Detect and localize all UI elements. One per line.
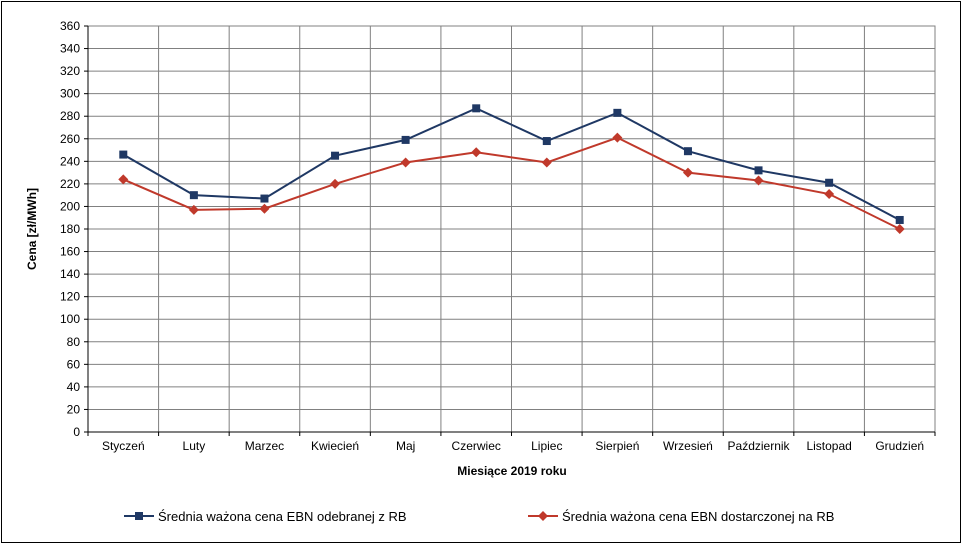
y-tick-label: 160 — [60, 245, 80, 259]
x-tick-label: Marzec — [245, 439, 284, 453]
legend-marker — [538, 511, 548, 521]
data-point — [894, 224, 905, 234]
y-tick-label: 360 — [60, 19, 80, 33]
y-tick-label: 100 — [60, 312, 80, 326]
data-point — [259, 203, 270, 214]
x-axis-title: Miesiące 2019 roku — [457, 464, 566, 478]
y-tick-label: 60 — [67, 357, 81, 371]
data-point — [471, 147, 482, 158]
x-tick-label: Wrzesień — [663, 439, 713, 453]
data-point — [824, 189, 835, 200]
legend-label: Średnia ważona cena EBN odebranej z RB — [158, 509, 407, 524]
x-tick-label: Styczeń — [102, 439, 145, 453]
data-point — [260, 194, 269, 203]
legend-label: Średnia ważona cena EBN dostarczonej na … — [562, 509, 834, 524]
data-point — [825, 178, 834, 187]
y-tick-label: 340 — [60, 42, 80, 56]
y-tick-label: 140 — [60, 267, 80, 281]
y-tick-label: 300 — [60, 87, 80, 101]
y-tick-label: 40 — [67, 380, 81, 394]
x-axis-ticks: Styczeń Luty Marzec Kwiecień Maj Czerwiec Lipi… — [87, 432, 936, 453]
y-tick-label: 220 — [60, 177, 80, 191]
y-tick-label: 120 — [60, 290, 80, 304]
y-tick-label: 320 — [60, 64, 80, 78]
y-tick-label: 240 — [60, 154, 80, 168]
data-point — [400, 157, 411, 168]
legend-marker — [135, 512, 143, 520]
data-point — [189, 191, 198, 200]
data-point — [754, 166, 763, 175]
y-tick-label: 200 — [60, 199, 80, 213]
y-axis-title: Cena [zł/MWh] — [25, 188, 39, 270]
y-tick-label: 80 — [67, 335, 81, 349]
legend: Średnia ważona cena EBN odebranej z RB Śr… — [124, 509, 834, 524]
y-tick-label: 260 — [60, 132, 80, 146]
series-1 — [119, 104, 904, 224]
y-tick-label: 0 — [73, 425, 80, 439]
x-tick-label: Czerwiec — [452, 439, 501, 453]
legend-item: Średnia ważona cena EBN odebranej z RB — [124, 509, 407, 524]
data-point — [683, 147, 692, 156]
y-tick-label: 180 — [60, 222, 80, 236]
data-point — [119, 150, 128, 159]
data-point — [895, 215, 904, 224]
x-tick-label: Październik — [728, 439, 791, 453]
data-point — [330, 178, 341, 189]
y-axis-ticks: 0 20 40 60 80 100 120 140 160 180 200 220 240 260 280 3… — [60, 19, 88, 439]
x-tick-label: Luty — [183, 439, 206, 453]
series-2 — [118, 132, 905, 234]
y-tick-label: 20 — [67, 402, 81, 416]
x-tick-label: Kwiecień — [311, 439, 359, 453]
x-tick-label: Lipiec — [531, 439, 562, 453]
data-point — [472, 104, 481, 113]
data-point — [331, 151, 340, 160]
legend-item: Średnia ważona cena EBN dostarczonej na … — [528, 509, 834, 524]
x-tick-label: Listopad — [806, 439, 851, 453]
data-point — [541, 157, 552, 168]
grid-lines — [87, 25, 936, 433]
x-tick-label: Sierpień — [595, 439, 639, 453]
data-point — [118, 174, 129, 185]
data-point — [542, 137, 551, 146]
data-point — [401, 135, 410, 144]
series-line — [122, 107, 901, 221]
data-point — [612, 132, 623, 143]
data-point — [613, 108, 622, 117]
x-tick-label: Grudzień — [875, 439, 924, 453]
data-point — [753, 175, 764, 186]
y-tick-label: 280 — [60, 109, 80, 123]
x-tick-label: Maj — [396, 439, 415, 453]
data-point — [188, 204, 199, 215]
data-point — [682, 167, 693, 178]
series-line — [122, 136, 901, 230]
series-group — [118, 104, 905, 234]
